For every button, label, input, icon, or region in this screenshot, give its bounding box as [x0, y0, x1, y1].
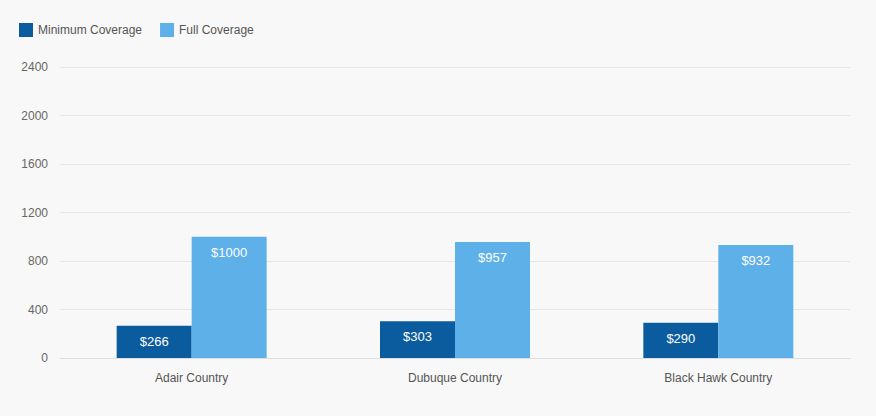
svg-text:Dubuque Country: Dubuque Country — [408, 371, 502, 385]
svg-text:$266: $266 — [140, 334, 169, 349]
svg-text:Full Coverage: Full Coverage — [179, 23, 254, 37]
svg-text:$1000: $1000 — [211, 245, 247, 260]
svg-text:400: 400 — [28, 303, 48, 317]
svg-text:Black Hawk Country: Black Hawk Country — [664, 371, 772, 385]
svg-text:0: 0 — [41, 351, 48, 365]
svg-text:$957: $957 — [478, 250, 507, 265]
svg-text:$932: $932 — [741, 253, 770, 268]
svg-text:Minimum Coverage: Minimum Coverage — [38, 23, 142, 37]
svg-text:$290: $290 — [666, 331, 695, 346]
svg-text:2000: 2000 — [21, 109, 48, 123]
svg-text:800: 800 — [28, 254, 48, 268]
svg-text:1200: 1200 — [21, 206, 48, 220]
svg-text:$303: $303 — [403, 329, 432, 344]
svg-text:2400: 2400 — [21, 60, 48, 74]
svg-text:Adair Country: Adair Country — [155, 371, 228, 385]
svg-text:1600: 1600 — [21, 157, 48, 171]
